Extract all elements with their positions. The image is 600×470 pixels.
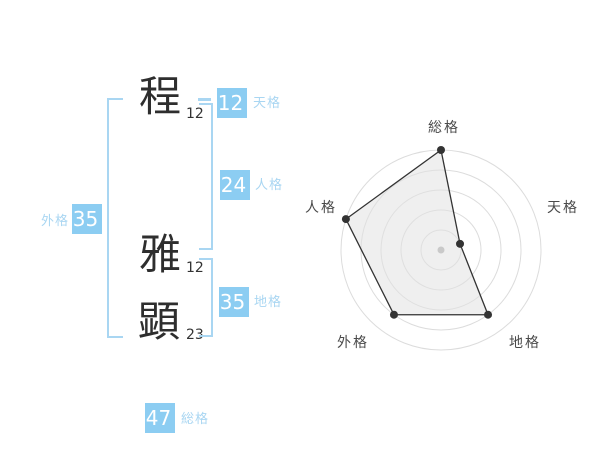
radar-vertex-dot	[389, 310, 398, 319]
name-character-3: 顕	[138, 297, 181, 346]
tenkaku-label: 天格	[253, 96, 282, 111]
radar-axis-label: 総格	[428, 120, 460, 136]
radar-axis-label: 外格	[337, 335, 369, 351]
jinkaku-bracket	[199, 103, 213, 250]
radar-center-dot	[437, 246, 445, 254]
radar-vertex-dot	[456, 239, 465, 248]
jinkaku-label: 人格	[255, 178, 284, 193]
radar-data-polygon	[345, 149, 489, 316]
gaikaku-label: 外格	[41, 214, 70, 229]
tenkaku-badge: 12	[217, 88, 247, 118]
radar-axis-label: 天格	[547, 200, 579, 216]
radar-vertex-dot	[341, 215, 350, 224]
jinkaku-badge: 24	[220, 170, 250, 200]
chikaku-bracket	[199, 258, 213, 337]
chikaku-badge: 35	[219, 287, 249, 317]
gaikaku-bracket	[107, 98, 123, 338]
gaikaku-badge: 35	[72, 204, 102, 234]
radar-axis-label: 人格	[305, 200, 337, 216]
radar-vertex-dot	[484, 310, 493, 319]
name-character-2: 雅	[139, 230, 182, 279]
name-character-1-strokes: 12	[186, 106, 204, 122]
chikaku-label: 地格	[254, 295, 283, 310]
name-character-1: 程	[139, 72, 182, 121]
soukaku-badge: 47	[145, 403, 175, 433]
name-character-3-strokes: 23	[186, 327, 204, 343]
soukaku-label: 総格	[181, 412, 210, 427]
radar-vertex-dot	[437, 146, 445, 154]
name-character-2-strokes: 12	[186, 260, 204, 276]
tenkaku-connector	[198, 98, 211, 101]
radar-axis-label: 地格	[509, 335, 541, 351]
